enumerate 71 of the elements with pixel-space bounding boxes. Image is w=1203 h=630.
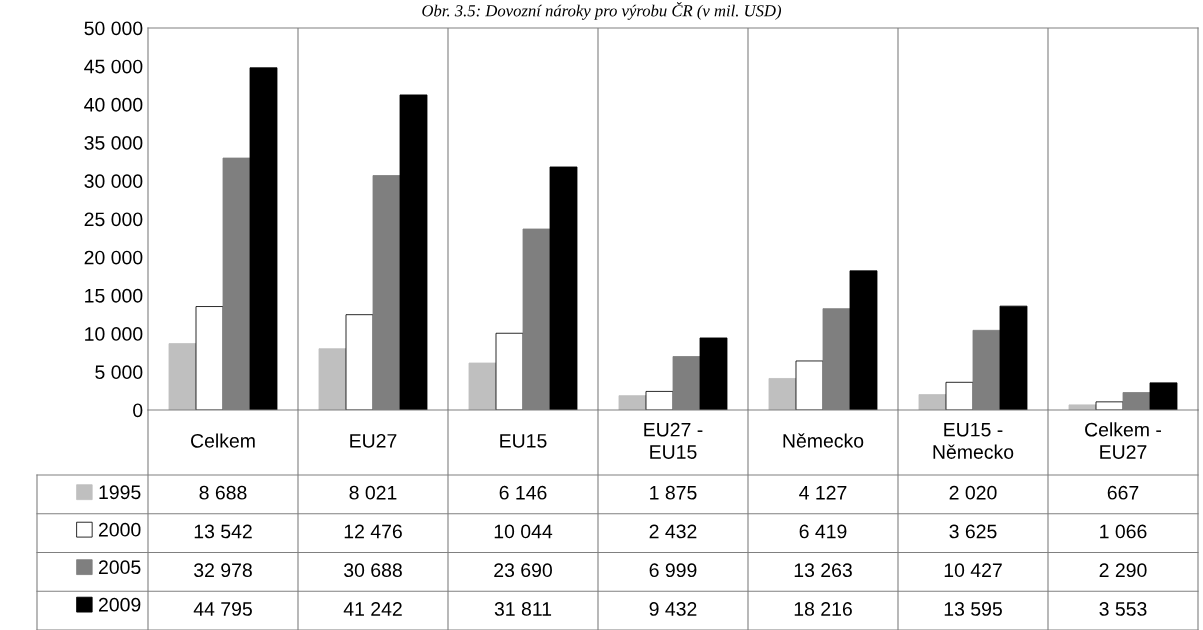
bar xyxy=(249,67,278,410)
y-tick-label: 30 000 xyxy=(84,174,143,189)
bar xyxy=(1095,401,1124,410)
bar xyxy=(945,381,974,410)
data-label: 6 419 xyxy=(799,524,847,539)
y-tick-label: 50 000 xyxy=(84,21,143,36)
bar xyxy=(495,332,524,410)
chart-title: Obr. 3.5: Dovozní nároky pro výrobu ČR (v mil. USD) xyxy=(422,2,782,20)
data-label: 10 427 xyxy=(944,563,1002,578)
y-tick-label: 40 000 xyxy=(84,97,143,112)
data-label: 32 978 xyxy=(194,563,252,578)
y-tick-label: 0 xyxy=(133,403,143,418)
data-label: 12 476 xyxy=(344,524,402,539)
data-label: 3 553 xyxy=(1099,602,1147,616)
y-tick-label: 5 000 xyxy=(95,365,143,380)
data-label: 13 263 xyxy=(794,563,852,578)
bar xyxy=(999,305,1028,410)
data-label: 6 999 xyxy=(649,563,697,578)
data-label: 3 625 xyxy=(949,524,997,539)
data-label: 2 290 xyxy=(1099,563,1147,578)
bar xyxy=(1149,382,1178,410)
bar xyxy=(645,391,674,410)
data-label: 31 811 xyxy=(494,602,552,616)
bar xyxy=(768,378,797,410)
data-label: 6 146 xyxy=(499,485,547,500)
data-label: 2 020 xyxy=(949,485,997,500)
legend-label: 2009 xyxy=(98,597,141,612)
y-tick-label: 15 000 xyxy=(85,288,143,303)
data-label: 4 127 xyxy=(799,485,847,500)
legend-label: 2000 xyxy=(98,522,141,537)
data-label: 41 242 xyxy=(343,602,402,616)
bar xyxy=(918,394,947,410)
data-label: 1 875 xyxy=(650,485,697,500)
data-label: 1 066 xyxy=(1100,524,1147,539)
y-tick-label: 20 000 xyxy=(84,250,143,265)
bar xyxy=(549,166,578,410)
data-label: 44 795 xyxy=(193,602,252,616)
y-tick-label: 25 000 xyxy=(84,212,143,227)
legend-label: 2005 xyxy=(98,560,141,575)
data-label: 9 432 xyxy=(649,602,697,616)
bar xyxy=(849,270,878,410)
x-tick-label: EU27 - EU15 xyxy=(644,422,703,459)
data-label: 10 044 xyxy=(494,524,553,539)
data-label: 13 542 xyxy=(194,524,252,539)
bar xyxy=(795,360,824,410)
bar xyxy=(618,395,647,410)
y-tick-label: 35 000 xyxy=(84,136,143,150)
bar xyxy=(699,337,728,410)
data-label: 8 688 xyxy=(199,485,247,500)
bar xyxy=(345,314,374,410)
x-tick-label: Celkem - EU27 xyxy=(1085,422,1162,459)
bar xyxy=(195,306,224,410)
y-tick-label: 45 000 xyxy=(84,59,143,74)
data-label: 23 690 xyxy=(494,563,552,578)
legend-label: 1995 xyxy=(99,485,141,500)
x-tick-label: Německo xyxy=(783,433,864,448)
data-label: 18 216 xyxy=(794,602,852,616)
bar xyxy=(468,362,497,410)
data-label: 13 595 xyxy=(944,602,1002,616)
bar xyxy=(168,343,197,410)
x-tick-label: Celkem xyxy=(191,433,255,448)
data-label: 2 432 xyxy=(649,524,697,539)
bar xyxy=(318,348,347,410)
data-label: 667 xyxy=(1107,485,1139,500)
y-tick-label: 10 000 xyxy=(85,327,143,341)
bar xyxy=(399,94,428,410)
x-tick-label: EU27 xyxy=(350,433,397,448)
data-label: 30 688 xyxy=(344,563,402,578)
x-tick-label: EU15 xyxy=(500,434,547,448)
x-tick-label: EU15 - Německo xyxy=(933,422,1014,459)
data-label: 8 021 xyxy=(349,485,397,500)
